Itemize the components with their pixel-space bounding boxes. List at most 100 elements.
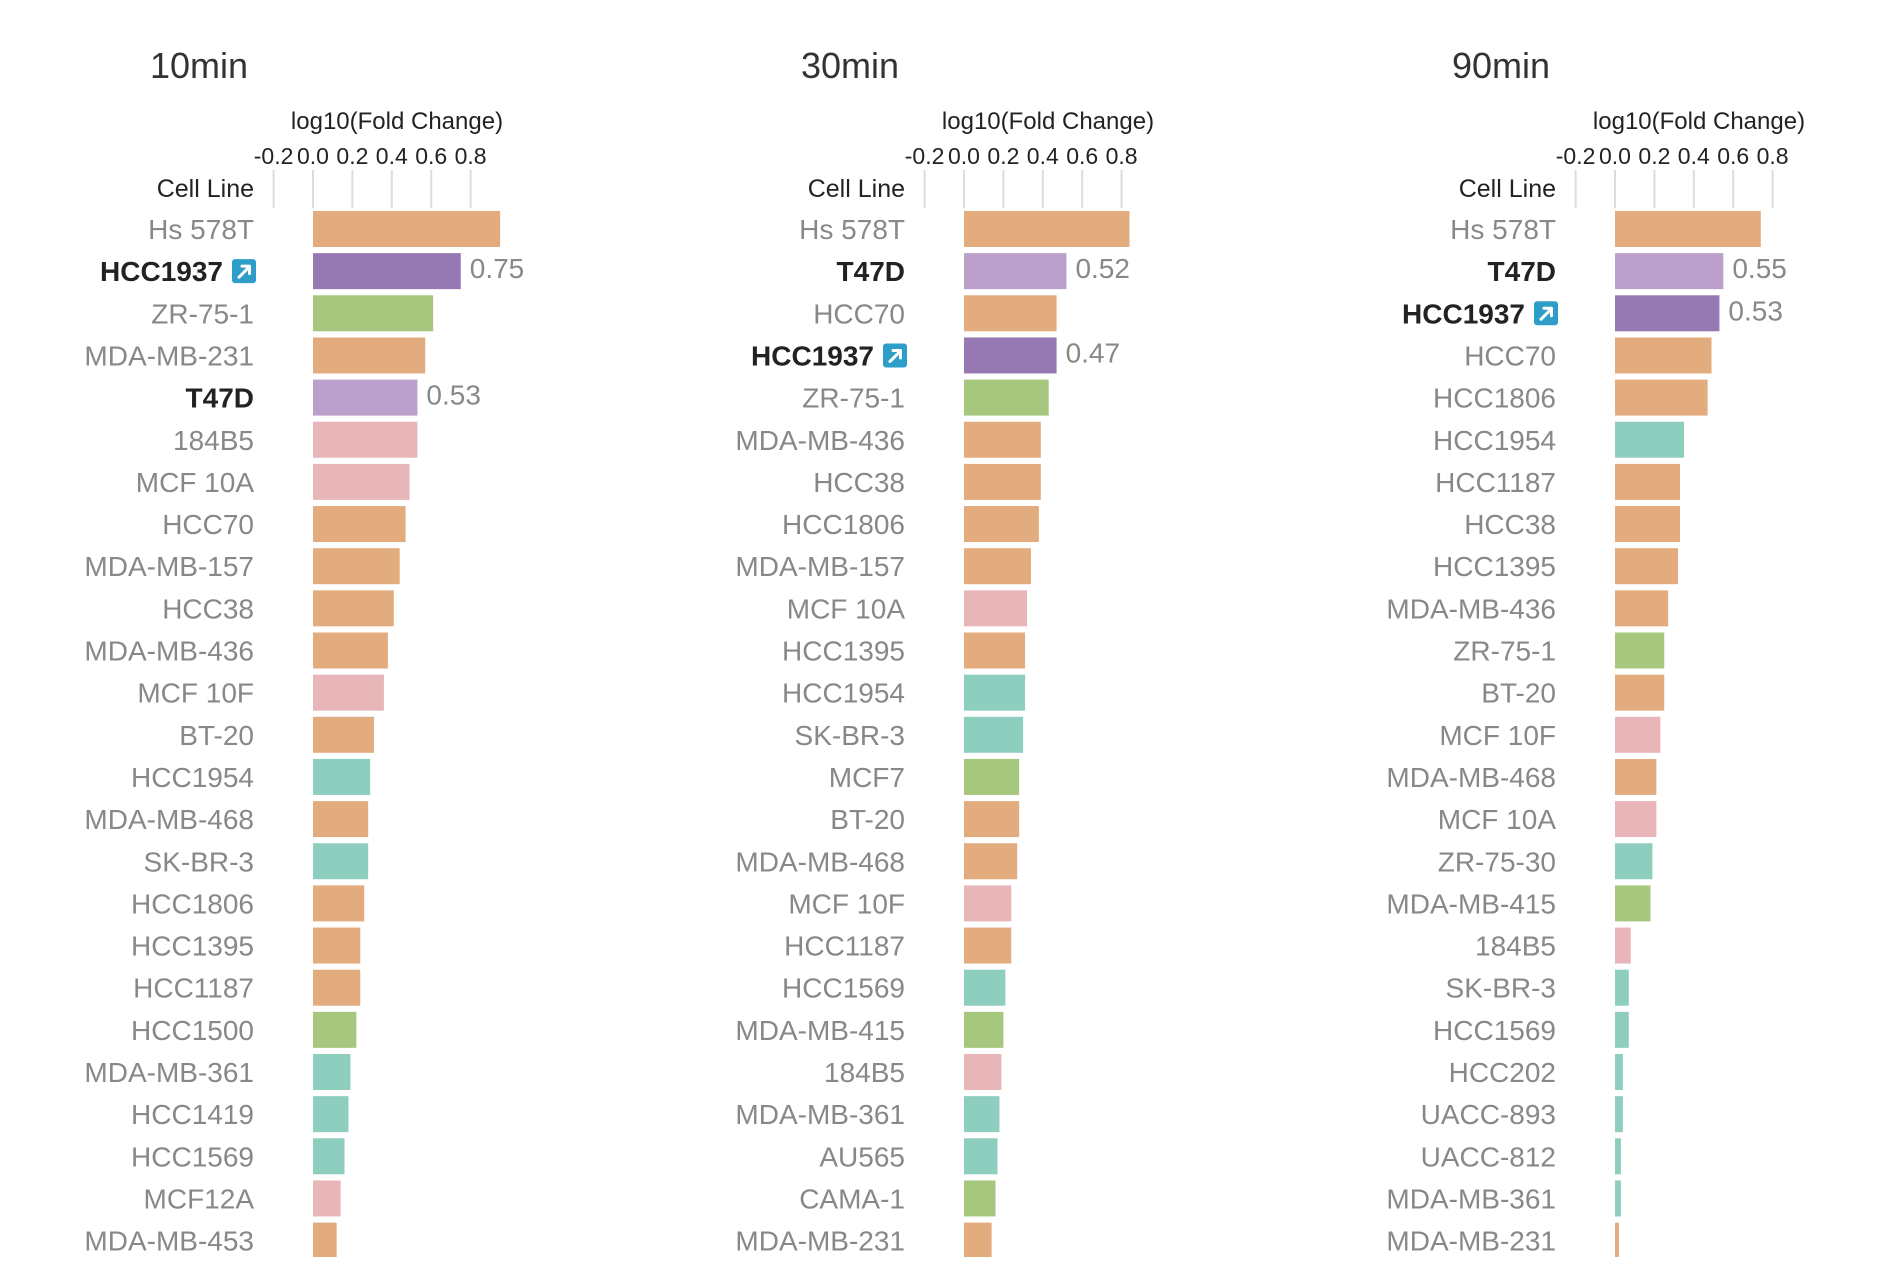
bar[interactable]	[313, 801, 369, 838]
bar[interactable]	[1615, 463, 1681, 500]
bar[interactable]	[1615, 716, 1661, 753]
bar[interactable]	[313, 927, 361, 964]
x-tick-label: 0.0	[948, 143, 980, 169]
bar-row-hcc1569: HCC1569	[131, 1138, 345, 1175]
bar[interactable]	[964, 506, 1039, 543]
bar-row-mda-mb-453: MDA-MB-453	[84, 1222, 337, 1259]
bar[interactable]	[313, 379, 418, 416]
bar[interactable]	[313, 506, 406, 543]
bar[interactable]	[964, 337, 1057, 374]
bar[interactable]	[964, 253, 1067, 290]
bar[interactable]	[964, 632, 1026, 669]
bar[interactable]	[1615, 211, 1761, 247]
bar[interactable]	[313, 337, 426, 374]
bar-row-mda-mb-415: MDA-MB-415	[1386, 885, 1651, 922]
bar[interactable]	[964, 1011, 1004, 1048]
bar[interactable]	[1615, 1138, 1621, 1175]
bar[interactable]	[1615, 548, 1679, 585]
bar-row-zr-75-1: ZR-75-1	[1453, 632, 1665, 669]
bar[interactable]	[1615, 843, 1653, 880]
bar[interactable]	[313, 463, 410, 500]
bar-row-hcc1569: HCC1569	[782, 969, 1006, 1006]
bar[interactable]	[1615, 1222, 1619, 1259]
bar-row-mda-mb-361: MDA-MB-361	[735, 1096, 1000, 1133]
bar[interactable]	[313, 1011, 357, 1048]
bar[interactable]	[964, 211, 1130, 247]
bar[interactable]	[1615, 674, 1665, 711]
bar[interactable]	[964, 843, 1018, 880]
bar[interactable]	[313, 843, 369, 880]
bar[interactable]	[1615, 1054, 1623, 1090]
x-tick-label: -0.2	[1556, 143, 1596, 169]
bar[interactable]	[1615, 421, 1684, 458]
bar-label: HCC1395	[782, 636, 905, 667]
bar[interactable]	[964, 421, 1041, 458]
bar[interactable]	[964, 463, 1041, 500]
bar[interactable]	[964, 1138, 998, 1175]
bar-row-mda-mb-468: MDA-MB-468	[735, 843, 1018, 880]
bar[interactable]	[313, 590, 394, 627]
bar[interactable]	[964, 885, 1012, 922]
bar[interactable]	[1615, 590, 1669, 627]
external-link-icon[interactable]	[232, 259, 256, 284]
bar[interactable]	[313, 758, 371, 795]
bar[interactable]	[1615, 337, 1712, 374]
bar[interactable]	[313, 253, 461, 290]
x-axis-title: log10(Fold Change)	[1593, 108, 1805, 135]
bar-label: T47D	[837, 256, 905, 287]
bar-row-184b5: 184B5	[824, 1054, 1002, 1090]
bar[interactable]	[964, 548, 1031, 585]
bar[interactable]	[1615, 506, 1681, 543]
bar[interactable]	[964, 1180, 996, 1217]
bar[interactable]	[1615, 253, 1724, 290]
bar[interactable]	[313, 295, 434, 332]
bar[interactable]	[313, 885, 365, 922]
bar[interactable]	[1615, 758, 1657, 795]
bar[interactable]	[964, 758, 1020, 795]
bar[interactable]	[313, 716, 375, 753]
bar[interactable]	[964, 801, 1020, 838]
bar[interactable]	[1615, 1096, 1623, 1133]
bar[interactable]	[313, 1180, 341, 1217]
bar[interactable]	[1615, 632, 1665, 669]
bar[interactable]	[964, 1096, 1000, 1133]
external-link-icon[interactable]	[1534, 301, 1558, 326]
bar[interactable]	[313, 1096, 349, 1133]
bar-label: MDA-MB-436	[1386, 593, 1556, 624]
bar[interactable]	[964, 1054, 1002, 1090]
bar[interactable]	[964, 590, 1028, 627]
bar[interactable]	[313, 548, 400, 585]
bar-label: HCC1187	[784, 931, 905, 962]
bar[interactable]	[1615, 801, 1657, 838]
bar[interactable]	[1615, 295, 1720, 332]
bar[interactable]	[964, 295, 1057, 332]
bar[interactable]	[313, 1138, 345, 1175]
bar[interactable]	[964, 674, 1026, 711]
bar[interactable]	[964, 716, 1024, 753]
bar[interactable]	[964, 1222, 992, 1259]
external-link-icon[interactable]	[883, 343, 907, 368]
bar[interactable]	[313, 211, 501, 247]
bar[interactable]	[1615, 927, 1631, 964]
bar[interactable]	[313, 1222, 337, 1259]
bar[interactable]	[1615, 379, 1708, 416]
bar[interactable]	[1615, 1180, 1621, 1217]
bar[interactable]	[313, 632, 388, 669]
bar-row-hcc1187: HCC1187	[784, 927, 1012, 964]
bar[interactable]	[964, 969, 1006, 1006]
bar[interactable]	[964, 927, 1012, 964]
bar[interactable]	[1615, 1011, 1629, 1048]
bar[interactable]	[313, 674, 384, 711]
bar-row-hcc38: HCC38	[1464, 506, 1681, 543]
bar-label: MDA-MB-361	[735, 1099, 905, 1130]
bar-label: MDA-MB-436	[735, 425, 905, 456]
bar[interactable]	[313, 969, 361, 1006]
bar[interactable]	[313, 1054, 351, 1090]
bar[interactable]	[313, 421, 418, 458]
bar[interactable]	[1615, 969, 1629, 1006]
bar-row-hcc70: HCC70	[1464, 337, 1712, 374]
bar-row-hcc38: HCC38	[813, 463, 1041, 500]
bar[interactable]	[964, 379, 1049, 416]
bar[interactable]	[1615, 885, 1651, 922]
